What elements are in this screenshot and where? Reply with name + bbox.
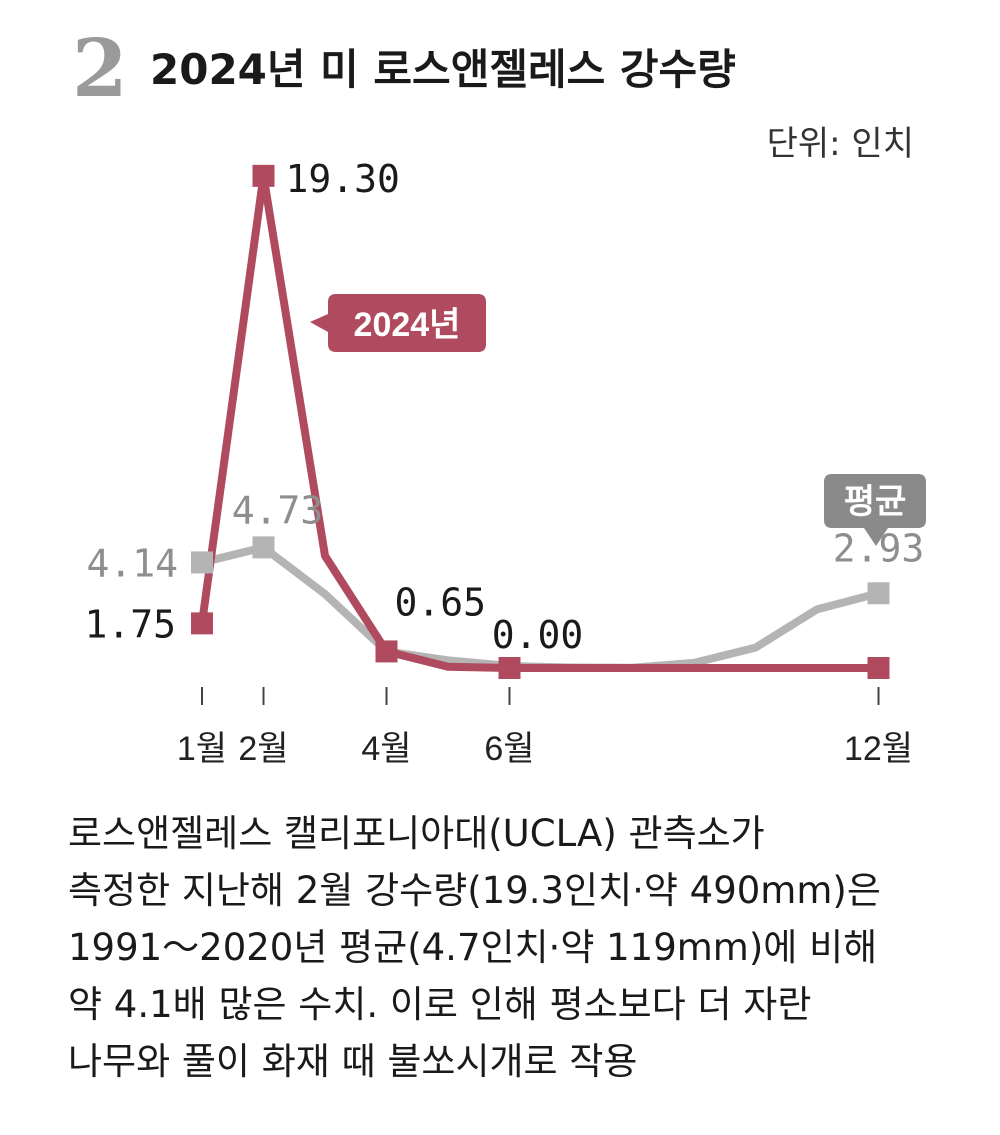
- x-tick-label: 6월: [484, 730, 534, 768]
- x-tick-label: 4월: [361, 730, 411, 768]
- caption-line: 약 4.1배 많은 수치. 이로 인해 평소보다 더 자란: [68, 983, 812, 1026]
- figure-number: 2: [72, 21, 128, 115]
- legend-label-2024: 2024년: [354, 306, 461, 344]
- chart-title: 2024년 미 로스앤젤레스 강수량: [150, 45, 736, 94]
- x-tick-label: 1월: [177, 730, 227, 768]
- data-label-2024: 19.30: [286, 157, 400, 201]
- legend-callout-2024: [310, 294, 486, 352]
- series-line-2024: [198, 171, 879, 672]
- caption-line: 1991～2020년 평균(4.7인치·약 119mm)에 비해: [68, 926, 878, 969]
- caption-line: 측정한 지난해 2월 강수량(19.3인치·약 490mm)은: [68, 869, 881, 912]
- data-label-2024: 0.00: [492, 613, 584, 657]
- x-tick-label: 2월: [238, 730, 288, 768]
- caption-line: 나무와 풀이 화재 때 불쏘시개로 작용: [68, 1040, 638, 1083]
- x-tick-label: 12월: [844, 730, 913, 768]
- marker-average: [191, 551, 213, 574]
- data-label-average: 4.14: [86, 541, 178, 585]
- caption: 로스앤젤레스 캘리포니아대(UCLA) 관측소가 측정한 지난해 2월 강수량(…: [68, 805, 948, 1090]
- marker-2024: [375, 640, 398, 663]
- marker-2024: [498, 657, 521, 679]
- data-label-2024: 1.75: [84, 602, 176, 646]
- marker-average: [867, 582, 890, 605]
- legend-label-average: 평균: [844, 483, 907, 521]
- marker-average: [252, 536, 275, 559]
- data-label-2024: 0.65: [395, 580, 487, 624]
- line-chart: 1월 2월 4월 6월 12월4.144.732.931.7519.300.650.00…: [84, 157, 926, 768]
- marker-2024: [867, 657, 890, 679]
- legend-callout-average: [824, 474, 926, 546]
- data-label-average: 4.73: [232, 488, 324, 532]
- caption-line: 로스앤젤레스 캘리포니아대(UCLA) 관측소가: [68, 812, 765, 855]
- marker-2024: [252, 164, 275, 187]
- unit-label: 단위: 인치: [766, 124, 914, 164]
- marker-2024: [191, 612, 213, 635]
